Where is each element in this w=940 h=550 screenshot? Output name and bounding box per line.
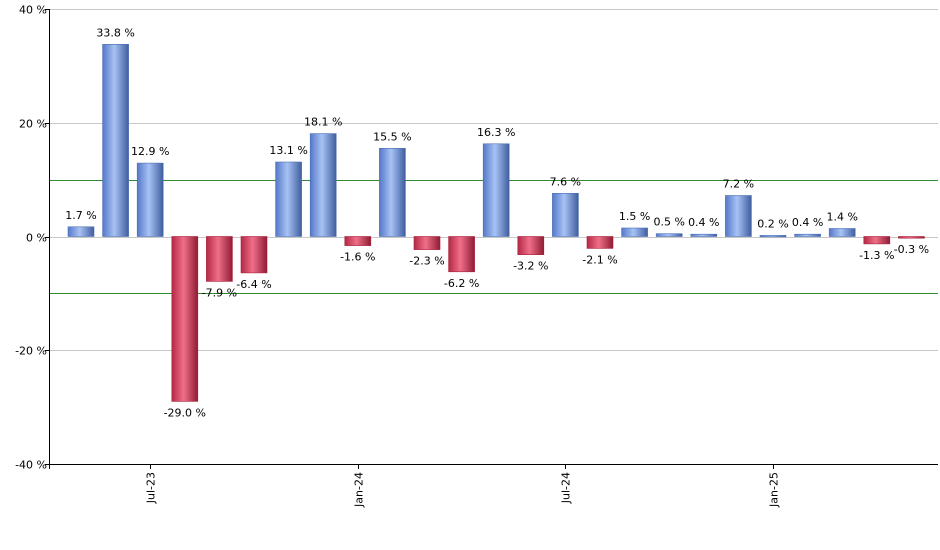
data-label: -29.0 % xyxy=(164,406,206,419)
data-labels: 1.7 % 33.8 % 12.9 % -29.0 % -7.9 %-6.4 % 13.1… xyxy=(65,26,929,419)
bar xyxy=(552,193,579,237)
x-tick-label: Jan-24 xyxy=(353,472,366,508)
bar xyxy=(275,161,302,237)
bar xyxy=(482,143,510,237)
data-label: 15.5 % xyxy=(373,130,411,143)
y-tick-label: 40 % xyxy=(19,4,47,17)
data-label: 12.9 % xyxy=(131,145,169,158)
data-label: -6.2 % xyxy=(444,277,479,290)
y-tick-label: -40 % xyxy=(15,459,47,472)
bar xyxy=(67,226,95,237)
data-label: 0.4 % xyxy=(792,216,823,229)
bar xyxy=(171,236,199,402)
data-label: 18.1 % xyxy=(304,116,342,129)
bars xyxy=(67,43,925,402)
data-label: -6.4 % xyxy=(236,278,271,291)
data-label: -2.1 % xyxy=(582,253,617,266)
data-label: -3.2 % xyxy=(513,260,548,273)
bar xyxy=(621,227,648,237)
bar xyxy=(690,233,718,237)
data-label: 1.4 % xyxy=(826,211,857,224)
x-tick-label: Jul-23 xyxy=(145,472,158,504)
x-tick-label: Jul-24 xyxy=(560,472,573,504)
bar xyxy=(413,236,441,250)
bar xyxy=(517,236,545,256)
data-label: -2.3 % xyxy=(409,255,444,268)
data-label: -0.3 % xyxy=(894,243,929,256)
y-tick-label: -20 % xyxy=(15,345,47,358)
y-tick-label: 20 % xyxy=(19,118,47,131)
axes: 40 % 20 % 0 % -20 % -40 % Jul-23 Jan-24 Jul-24 J… xyxy=(15,4,938,508)
bar xyxy=(344,236,372,246)
bar xyxy=(863,236,891,245)
x-tick-label: Jan-25 xyxy=(768,472,781,508)
data-label: 33.8 % xyxy=(96,26,134,39)
bar xyxy=(898,236,925,239)
data-label: 0.2 % xyxy=(757,217,788,230)
bar xyxy=(240,236,268,274)
bar xyxy=(379,148,406,237)
data-label: 16.3 % xyxy=(477,126,515,139)
bar xyxy=(725,195,752,237)
data-label: -7.9 % xyxy=(202,286,237,299)
data-label: 0.4 % xyxy=(688,216,719,229)
bar xyxy=(828,228,856,237)
data-label: 0.5 % xyxy=(653,216,684,229)
data-label: 7.6 % xyxy=(550,175,581,188)
bar xyxy=(448,236,475,273)
y-tick-label: 0 % xyxy=(26,232,47,245)
bar xyxy=(759,235,787,238)
bar xyxy=(794,233,821,237)
data-label: 13.1 % xyxy=(269,144,307,157)
bar xyxy=(655,233,683,237)
bar xyxy=(136,162,164,237)
bar xyxy=(102,43,129,237)
data-label: 1.7 % xyxy=(65,209,96,222)
bar xyxy=(206,236,233,282)
data-label: 1.5 % xyxy=(619,210,650,223)
data-label: 7.2 % xyxy=(723,178,754,191)
data-label: -1.6 % xyxy=(340,251,375,264)
data-label: -1.3 % xyxy=(859,249,894,262)
bar xyxy=(586,236,614,249)
bar xyxy=(309,133,337,237)
